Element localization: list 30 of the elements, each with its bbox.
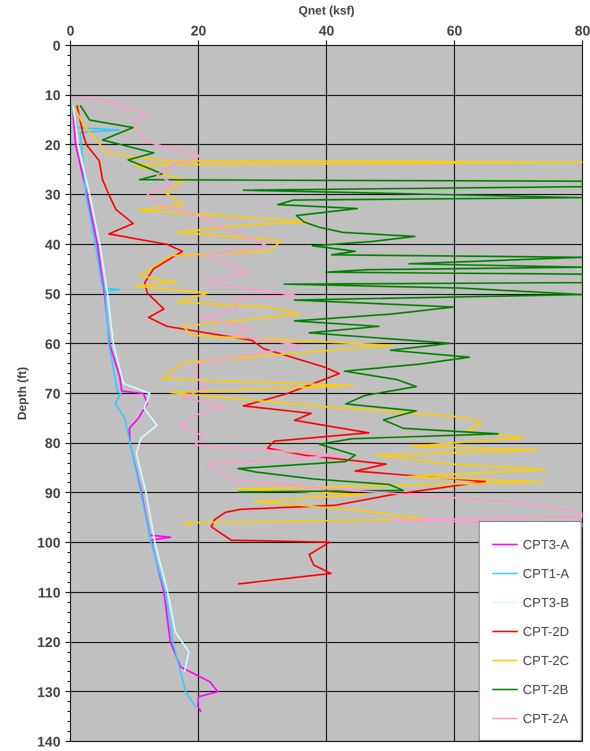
legend-label: CPT-2C <box>522 652 569 668</box>
legend-label: CPT3-B <box>522 594 569 610</box>
y-tick-label: 30 <box>44 186 61 203</box>
y-tick-label: 130 <box>37 684 61 700</box>
y-tick-label: 100 <box>37 534 61 551</box>
x-tick-label: 80 <box>574 22 590 38</box>
legend-label: CPT-2B <box>522 682 568 696</box>
x-axis-title: Qnet (ksf) <box>298 4 355 18</box>
y-tick-label: 140 <box>37 734 61 750</box>
y-tick-label: 110 <box>38 584 61 600</box>
y-tick-label: 40 <box>44 236 61 252</box>
x-tick-label: 60 <box>446 22 462 38</box>
legend-label: CPT-2D <box>522 624 569 638</box>
legend-label: CPT1-A <box>522 566 569 580</box>
y-tick-label: 50 <box>44 286 61 302</box>
line-series <box>76 104 486 585</box>
y-tick-label: 120 <box>37 634 61 650</box>
y-tick-label: 10 <box>44 87 61 104</box>
x-tick-label: 20 <box>190 22 206 38</box>
y-tick-label: 90 <box>44 484 61 501</box>
legend-label: CPT-2A <box>522 710 568 726</box>
legend-label: CPT3-A <box>522 536 569 552</box>
y-tick-label: 20 <box>44 136 61 153</box>
y-tick-label: 80 <box>44 435 61 452</box>
x-tick-label: 0 <box>66 22 75 38</box>
y-tick-label: 70 <box>44 386 61 402</box>
x-tick-label: 40 <box>318 22 334 38</box>
y-tick-label: 60 <box>44 336 61 352</box>
y-tick-label: 0 <box>52 38 61 54</box>
y-axis-title: Depth (ft) <box>15 366 30 420</box>
